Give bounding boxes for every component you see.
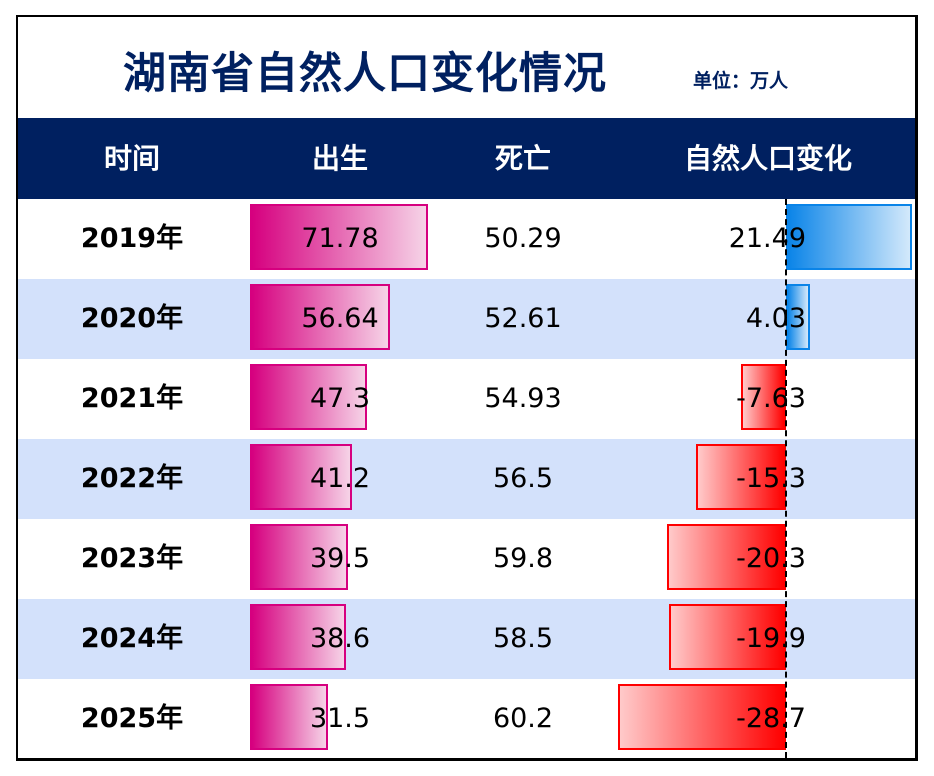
birth-bar: [250, 444, 353, 510]
table-row: 2025年 31.5 60.2 -28.7: [18, 679, 915, 759]
birth-value: 56.64: [301, 303, 379, 334]
year-cell: 2023年: [80, 543, 184, 574]
table-row: 2024年 38.6 58.5 -19.9: [18, 599, 915, 679]
header-death: 死亡: [494, 142, 551, 175]
birth-value: 31.5: [309, 703, 371, 734]
page-title: 湖南省自然人口变化情况: [123, 49, 607, 99]
birth-bar: [250, 524, 348, 590]
birth-value: 39.5: [309, 543, 371, 574]
header-change: 自然人口变化: [683, 142, 852, 175]
death-value: 58.5: [492, 623, 554, 654]
change-value: -19.9: [736, 623, 806, 654]
year-cell: 2020年: [80, 303, 184, 334]
header-birth: 出生: [311, 142, 368, 175]
unit-label: 单位：万人: [693, 70, 789, 92]
year-cell: 2021年: [80, 383, 184, 414]
birth-value: 47.3: [309, 383, 371, 414]
year-cell: 2024年: [80, 623, 184, 654]
death-value: 54.93: [484, 383, 562, 414]
change-value: -28.7: [736, 703, 806, 734]
death-value: 60.2: [492, 703, 554, 734]
table-row: 2021年 47.3 54.93 -7.63: [18, 359, 915, 439]
change-value: 21.49: [728, 223, 806, 254]
change-bar-negative: [617, 684, 786, 750]
birth-bar: [250, 204, 428, 270]
birth-bar: [250, 684, 329, 750]
change-value: -15.3: [736, 463, 806, 494]
change-bar-negative: [669, 604, 786, 670]
table-row: 2022年 41.2 56.5 -15.3: [18, 439, 915, 519]
year-cell: 2025年: [80, 703, 184, 734]
year-cell: 2022年: [80, 463, 184, 494]
table-row: 2023年 39.5 59.8 -20.3: [18, 519, 915, 599]
change-bar-negative: [667, 524, 786, 590]
birth-bar: [250, 364, 368, 430]
change-value: -7.63: [736, 383, 806, 414]
zero-axis-line: [785, 199, 787, 758]
change-value: -20.3: [736, 543, 806, 574]
death-value: 56.5: [492, 463, 554, 494]
birth-bar: [250, 284, 391, 350]
change-bar-negative: [741, 364, 786, 430]
year-cell: 2019年: [80, 223, 184, 254]
table-row: 2020年 56.64 52.61 4.03: [18, 279, 915, 359]
table-header: 时间 出生 死亡 自然人口变化: [18, 118, 915, 199]
birth-bar: [250, 604, 346, 670]
death-value: 52.61: [484, 303, 562, 334]
change-bar-negative: [696, 444, 786, 510]
birth-value: 41.2: [309, 463, 371, 494]
birth-value: 71.78: [301, 223, 379, 254]
table-row: 2019年 71.78 50.29 21.49: [18, 199, 915, 279]
birth-value: 38.6: [309, 623, 371, 654]
header-time: 时间: [103, 142, 160, 175]
death-value: 50.29: [484, 223, 562, 254]
table-frame: 湖南省自然人口变化情况 单位：万人 时间 出生 死亡 自然人口变化 2019年 7…: [16, 15, 918, 761]
death-value: 59.8: [492, 543, 554, 574]
change-value: 4.03: [745, 303, 806, 334]
